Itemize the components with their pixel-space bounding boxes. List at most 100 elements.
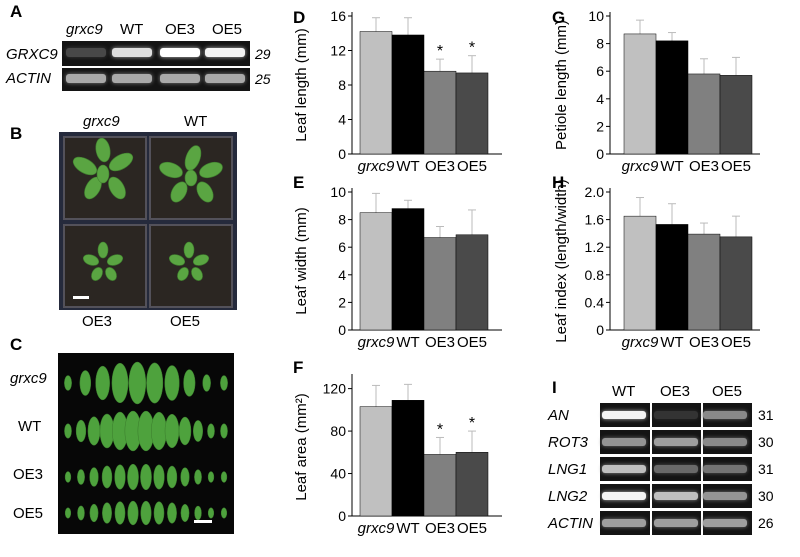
gene-label-actin: ACTIN: [6, 70, 51, 87]
leaf: [64, 507, 72, 519]
i-gel-band: [654, 411, 698, 419]
y-tick-label: 10: [330, 184, 346, 200]
i-gel-band: [602, 519, 646, 527]
gel-lane-separator: [650, 511, 652, 535]
leaf: [114, 501, 126, 525]
x-tick-label: grxc9: [358, 334, 395, 351]
i-lane-label-oe3: OE3: [660, 383, 691, 400]
i-cycle-count: 30: [758, 434, 774, 450]
leaf: [99, 413, 115, 449]
leaf: [79, 370, 92, 396]
i-gel-band: [654, 438, 698, 446]
pot-label-oe5: OE5: [170, 313, 201, 330]
significance-marker: *: [469, 40, 475, 57]
bar-grxc9: [359, 406, 393, 517]
i-lane-label-oe5: OE5: [712, 383, 743, 400]
x-tick-label: WT: [660, 158, 683, 175]
i-gene-label-lng1: LNG1: [548, 461, 588, 478]
leaf: [140, 500, 152, 526]
pot-label-grxc9: grxc9: [83, 113, 120, 130]
gel-band-grxc9-1: [112, 48, 152, 57]
leaf-row-label-oe3: OE3: [13, 466, 44, 483]
i-gene-label-rot3: ROT3: [548, 434, 589, 451]
y-tick-label: 8: [596, 36, 604, 52]
leaf: [95, 365, 110, 401]
i-gel-band: [602, 411, 646, 419]
leaf: [77, 505, 85, 521]
x-tick-label: WT: [396, 520, 419, 537]
y-tick-label: 2: [338, 294, 346, 310]
cycle-count-grxc9: 29: [255, 46, 271, 62]
y-tick-label: 4: [596, 91, 604, 107]
panel-letter-d: D: [293, 8, 306, 27]
y-tick-label: 6: [338, 239, 346, 255]
y-tick-label: 120: [323, 381, 347, 397]
bar-oe3: [423, 237, 457, 331]
panel-letter-a: A: [10, 2, 23, 21]
leaf-row-label-oe5: OE5: [13, 505, 44, 522]
rosette-plants: [72, 137, 223, 281]
leaf: [127, 500, 139, 526]
gel-band-grxc9-0: [66, 48, 106, 57]
y-tick-label: 0: [596, 146, 604, 162]
y-tick-label: 6: [596, 63, 604, 79]
cycle-count-actin: 25: [255, 71, 271, 87]
y-axis-label: Leaf index (length/width): [553, 180, 570, 343]
bar-oe3: [423, 454, 457, 517]
leaf: [64, 375, 72, 391]
x-tick-label: OE5: [457, 334, 487, 351]
significance-marker: *: [437, 43, 443, 60]
gel-lane-separator: [650, 484, 652, 508]
leaf: [220, 471, 228, 483]
leaf: [193, 420, 203, 442]
x-tick-label: WT: [396, 158, 419, 175]
gene-label-grxc9: GRXC9: [6, 46, 58, 63]
leaf: [87, 416, 101, 446]
i-cycle-count: 31: [758, 461, 774, 477]
x-tick-label: OE5: [457, 158, 487, 175]
y-tick-label: 1.2: [585, 239, 605, 255]
i-gel-band: [602, 465, 646, 473]
leaf: [207, 507, 215, 519]
gel-band-grxc9-3: [205, 48, 245, 57]
leaf: [164, 413, 180, 449]
leaf-row-label-wt: WT: [18, 418, 42, 435]
y-tick-label: 10: [588, 8, 604, 24]
i-gel-band: [654, 519, 698, 527]
bar-grxc9: [623, 33, 657, 155]
gel-band-actin-0: [66, 74, 106, 83]
x-tick-label: grxc9: [622, 158, 659, 175]
lane-label-grxc9: grxc9: [66, 21, 103, 38]
leaf-photo: [58, 353, 234, 534]
bar-grxc9: [359, 31, 393, 155]
y-axis-label: Petiole length (mm): [553, 20, 570, 150]
y-tick-label: 0: [338, 146, 346, 162]
i-gene-label-an: AN: [548, 407, 569, 424]
leaf: [178, 416, 192, 446]
leaf: [128, 361, 147, 405]
bar-oe5: [719, 236, 753, 331]
bar-oe5: [455, 452, 489, 517]
leaf: [89, 467, 99, 487]
leaf: [194, 469, 202, 485]
pot-oe5: [149, 224, 233, 308]
x-tick-label: OE5: [457, 520, 487, 537]
bar-grxc9: [623, 215, 657, 331]
gel-lane-separator: [701, 457, 703, 481]
i-gel-band: [703, 492, 747, 500]
i-gene-label-lng2: LNG2: [548, 488, 588, 505]
leaf: [146, 362, 164, 404]
leaf: [111, 362, 129, 404]
gel-lane-separator: [650, 403, 652, 427]
bar-wt: [391, 208, 425, 331]
bar-wt: [655, 224, 689, 331]
leaf: [153, 464, 165, 490]
i-gel-band: [703, 411, 747, 419]
x-tick-label: OE5: [721, 334, 751, 351]
y-tick-label: 0.8: [585, 267, 605, 283]
i-cycle-count: 26: [758, 515, 774, 531]
leaf: [77, 469, 85, 485]
pot-label-oe3: OE3: [82, 313, 113, 330]
y-tick-label: 0.4: [585, 294, 605, 310]
panel-letter-e: E: [293, 173, 305, 192]
